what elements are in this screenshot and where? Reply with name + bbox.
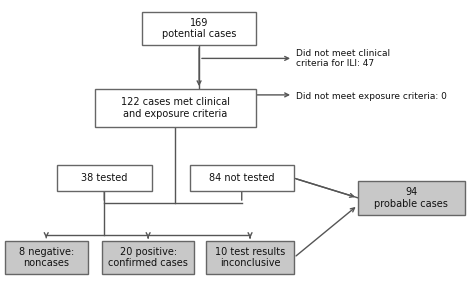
FancyBboxPatch shape [190, 165, 294, 191]
Text: 169
potential cases: 169 potential cases [162, 18, 236, 39]
Text: Did not meet clinical
criteria for ILI: 47: Did not meet clinical criteria for ILI: … [296, 49, 391, 68]
FancyBboxPatch shape [206, 241, 294, 274]
FancyBboxPatch shape [102, 241, 194, 274]
Text: Did not meet exposure criteria: 0: Did not meet exposure criteria: 0 [296, 92, 447, 101]
FancyBboxPatch shape [95, 89, 256, 127]
FancyBboxPatch shape [57, 165, 152, 191]
Text: 10 test results
inconclusive: 10 test results inconclusive [215, 247, 285, 268]
Text: 94
probable cases: 94 probable cases [374, 187, 448, 208]
Text: 8 negative:
noncases: 8 negative: noncases [18, 247, 74, 268]
FancyBboxPatch shape [5, 241, 88, 274]
FancyBboxPatch shape [358, 181, 465, 215]
Text: 20 positive:
confirmed cases: 20 positive: confirmed cases [108, 247, 188, 268]
FancyBboxPatch shape [142, 12, 256, 45]
Text: 38 tested: 38 tested [81, 173, 128, 183]
Text: 84 not tested: 84 not tested [209, 173, 274, 183]
Text: 122 cases met clinical
and exposure criteria: 122 cases met clinical and exposure crit… [121, 97, 230, 119]
